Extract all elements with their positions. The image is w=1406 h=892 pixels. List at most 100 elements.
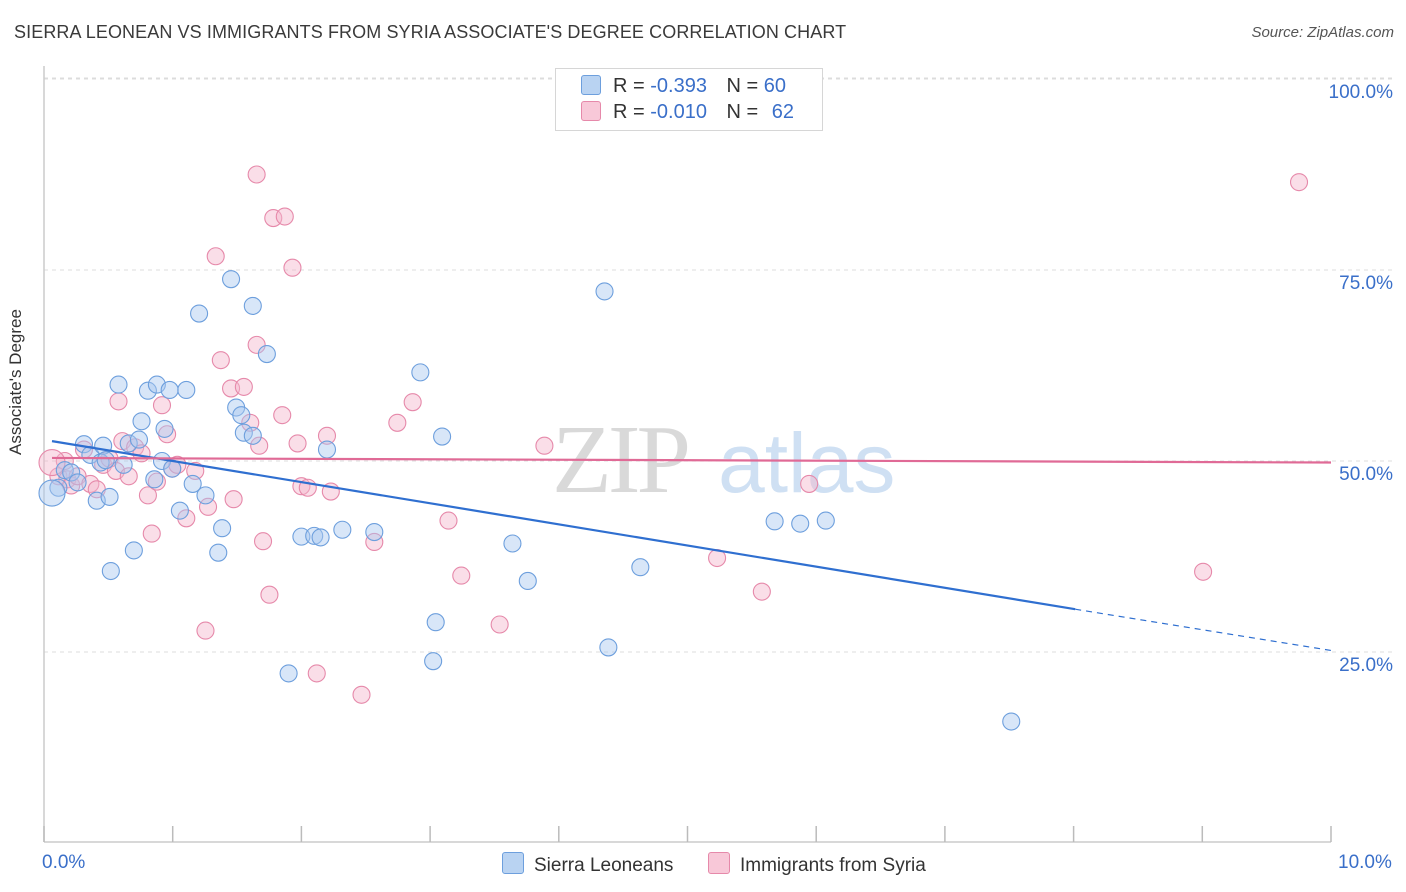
data-point [599, 638, 618, 657]
data-point [311, 528, 330, 547]
data-point [147, 472, 166, 491]
series-sierra-leoneans-points [38, 270, 1021, 731]
data-point [243, 426, 262, 445]
data-point [170, 501, 189, 520]
data-point [800, 474, 819, 493]
legend-n-value: 60 [763, 75, 787, 97]
data-point [114, 455, 133, 474]
trend-line-sierra-leoneans [51, 440, 1076, 611]
data-point [132, 412, 151, 431]
data-point [206, 247, 225, 266]
y-tick-label: 100.0% [1329, 82, 1394, 103]
watermark-atlas: atlas [718, 416, 895, 510]
data-point [631, 558, 650, 577]
data-point [119, 467, 138, 486]
data-point [183, 474, 202, 493]
data-point [224, 490, 243, 509]
data-point [752, 582, 771, 601]
legend-n-label: N = [726, 101, 759, 123]
data-point [279, 664, 298, 683]
trend-line-sierra-leoneans-extension [1075, 608, 1332, 652]
trend-lines [51, 440, 1332, 652]
legend-r-label: R = [613, 101, 645, 123]
legend-swatch-blue [581, 75, 601, 95]
data-point [317, 440, 337, 459]
legend-r-value: -0.010 [650, 101, 707, 123]
data-point [138, 381, 157, 400]
legend-n-value: 62 [771, 101, 795, 123]
legend-row-immigrants-from-syria: R = -0.010 N = 62 [581, 101, 794, 125]
data-point [124, 541, 143, 560]
legend-row-sierra-leoneans: R = -0.393 N = 60 [581, 75, 786, 99]
data-point [234, 377, 253, 396]
data-point [96, 451, 115, 470]
data-point [1002, 712, 1021, 731]
data-point [365, 532, 384, 552]
data-point [275, 207, 294, 226]
data-point [595, 282, 614, 301]
data-point [333, 520, 352, 539]
data-point [222, 270, 241, 289]
data-point [305, 526, 324, 545]
data-point [177, 380, 196, 399]
data-point [264, 208, 283, 228]
data-point [816, 511, 835, 530]
data-point [247, 335, 266, 354]
data-point [177, 509, 196, 528]
y-axis-label: Associate's Degree [6, 309, 25, 455]
y-tick-label: 50.0% [1339, 464, 1393, 485]
data-point [247, 165, 266, 184]
bottom-legend-swatch-blue [502, 852, 524, 874]
data-point [1194, 562, 1213, 581]
data-point [209, 543, 228, 562]
data-point [145, 470, 164, 489]
data-point [142, 524, 161, 543]
data-point [198, 497, 218, 516]
data-point [213, 519, 232, 538]
x-tick-label-min: 0.0% [42, 852, 86, 873]
legend-swatch-pink [581, 101, 601, 121]
data-point [317, 426, 337, 445]
data-point [403, 393, 422, 412]
data-point [439, 511, 458, 530]
data-point [196, 486, 215, 505]
data-point [273, 406, 292, 425]
data-point [160, 380, 179, 399]
series-immigrants-from-syria-points [38, 165, 1309, 704]
data-point [243, 296, 262, 315]
data-point [49, 478, 68, 497]
data-point [411, 363, 430, 382]
data-point [190, 304, 209, 323]
data-point [791, 514, 810, 533]
data-point [109, 375, 128, 394]
data-point [109, 392, 128, 411]
data-point [452, 566, 471, 585]
legend-r-label: R = [613, 75, 645, 97]
data-point [232, 406, 251, 425]
data-point [155, 419, 174, 438]
data-point [119, 434, 138, 453]
data-point [62, 463, 81, 482]
data-point [388, 413, 407, 432]
data-point [307, 664, 326, 683]
data-point [138, 486, 157, 505]
data-point [424, 652, 443, 671]
source-credit: Source: ZipAtlas.com [1251, 24, 1394, 41]
data-point [129, 430, 149, 449]
data-point [257, 344, 276, 364]
data-point [260, 585, 279, 604]
data-point [288, 434, 307, 453]
data-point [100, 487, 119, 506]
data-point [196, 621, 215, 640]
data-point [352, 685, 371, 704]
data-point [503, 534, 522, 553]
data-point [490, 615, 509, 634]
data-point [292, 527, 311, 546]
data-point [250, 436, 269, 455]
bottom-legend-label: Immigrants from Syria [740, 855, 926, 876]
axes [43, 66, 1332, 843]
bottom-legend-sierra-leoneans: Sierra Leoneans [502, 852, 673, 877]
data-point [211, 351, 230, 370]
bottom-legend-label: Sierra Leoneans [534, 855, 674, 876]
data-point [38, 448, 66, 477]
